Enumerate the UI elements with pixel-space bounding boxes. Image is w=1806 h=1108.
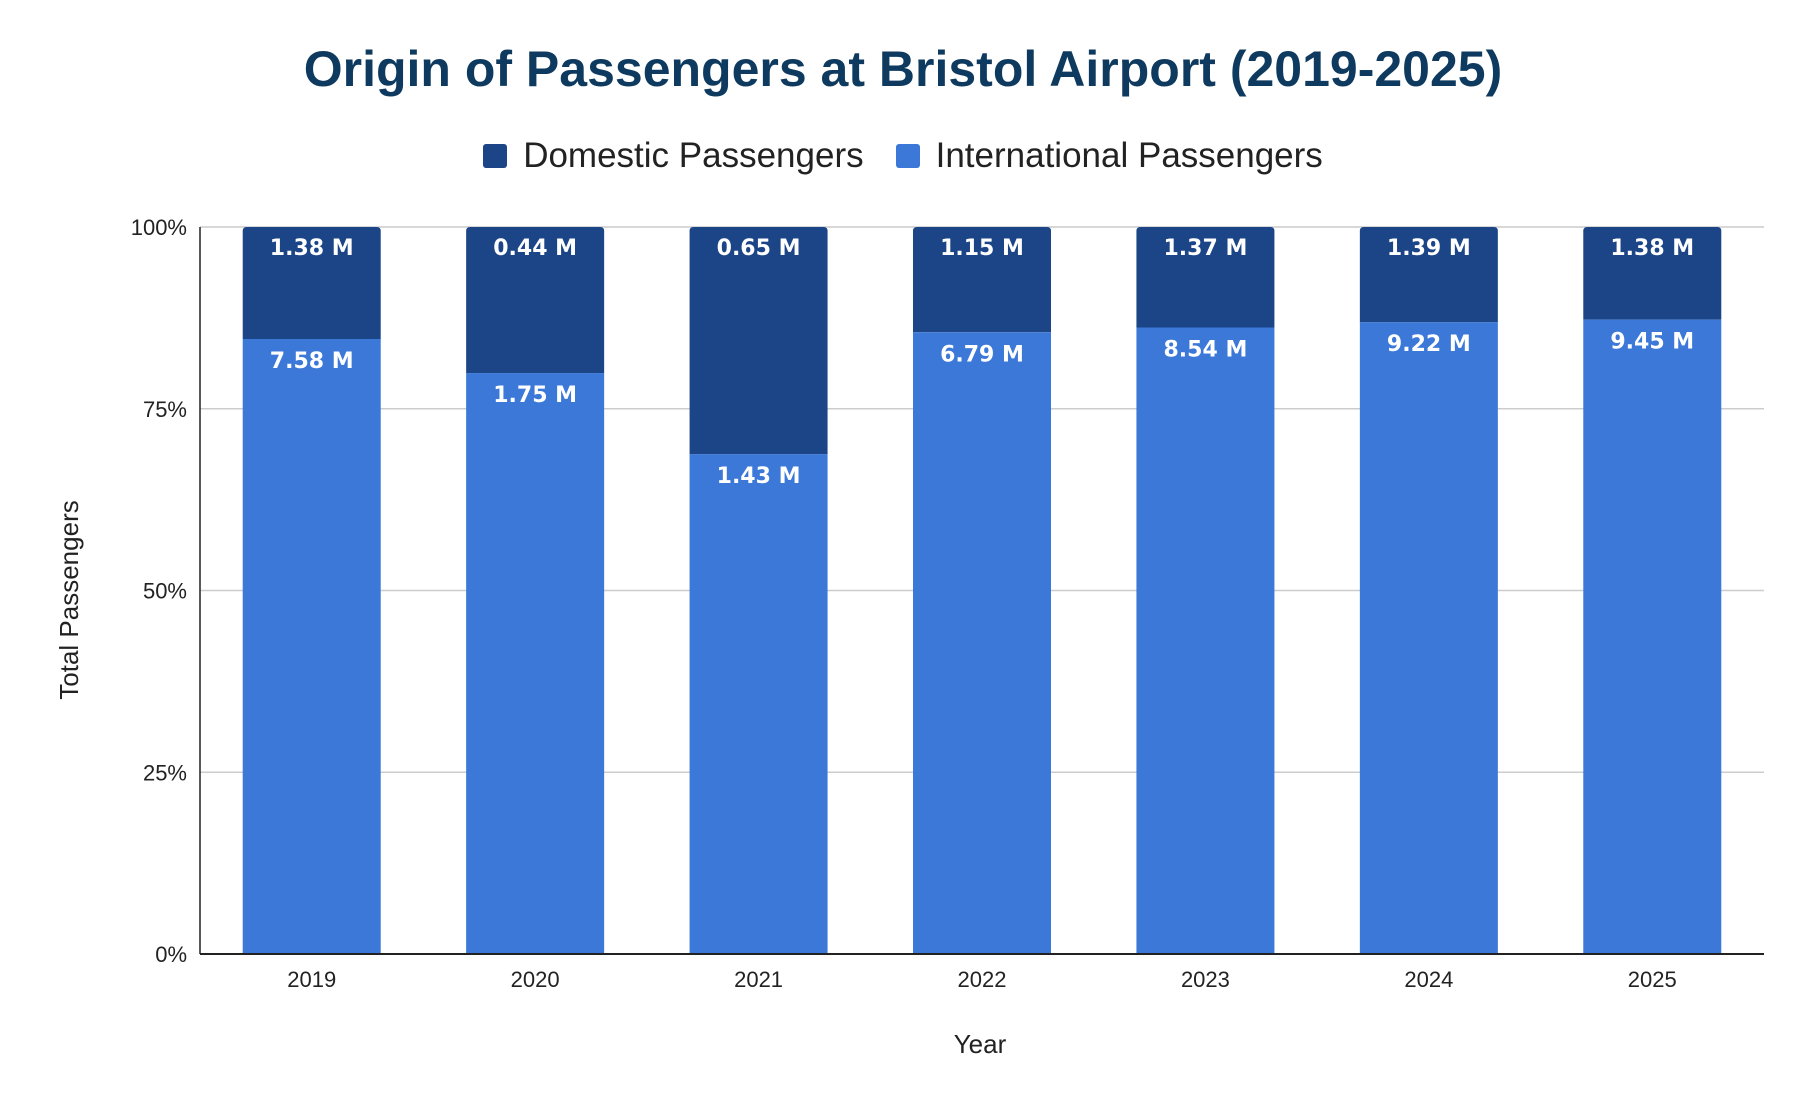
x-tick-label: 2021	[734, 967, 783, 992]
data-label-domestic: 1.37 M	[1164, 236, 1248, 261]
bar-domestic	[1583, 227, 1722, 320]
axes: 0% 25% 50% 75% 100% 2019 2020 2021 2022 2023 2024 2…	[131, 215, 1764, 992]
bar-domestic	[1136, 227, 1275, 328]
bars	[242, 227, 1722, 955]
data-label-international: 1.75 M	[493, 383, 577, 408]
x-tick-label: 2024	[1404, 967, 1453, 992]
data-label-international: 1.43 M	[717, 464, 801, 489]
data-label-domestic: 1.38 M	[1610, 236, 1694, 261]
bar-international	[466, 373, 605, 954]
x-tick-label: 2025	[1628, 967, 1677, 992]
data-label-domestic: 1.39 M	[1387, 236, 1471, 261]
x-axis-title: Year	[954, 1029, 1007, 1059]
bar-international	[689, 454, 828, 954]
legend-label-international: International Passengers	[935, 136, 1323, 175]
y-tick-label: 25%	[143, 760, 187, 785]
x-tick-label: 2023	[1181, 967, 1230, 992]
bar-international	[242, 338, 381, 955]
y-tick-label: 50%	[143, 579, 187, 604]
y-tick-label: 100%	[131, 215, 187, 240]
data-label-international: 6.79 M	[940, 342, 1024, 367]
data-label-domestic: 1.38 M	[270, 236, 354, 261]
bar-international	[1359, 322, 1498, 954]
bar-domestic	[466, 227, 605, 374]
data-label-international: 7.58 M	[270, 349, 354, 374]
legend-label-domestic: Domestic Passengers	[523, 136, 864, 175]
x-tick-label: 2022	[958, 967, 1007, 992]
legend: Domestic Passengers International Passen…	[0, 136, 1806, 176]
chart-title: Origin of Passengers at Bristol Airport …	[303, 41, 1503, 97]
data-label-domestic: 1.15 M	[940, 236, 1024, 261]
legend-swatch-domestic	[483, 144, 508, 168]
x-tick-label: 2020	[511, 967, 560, 992]
y-tick-label: 75%	[143, 397, 187, 422]
y-tick-label: 0%	[155, 942, 187, 967]
data-label-international: 9.45 M	[1610, 330, 1694, 355]
y-axis-title: Total Passengers	[54, 500, 84, 699]
bar-domestic	[1359, 227, 1498, 323]
legend-item-international[interactable]: International Passengers	[895, 136, 1323, 176]
data-label-domestic: 0.65 M	[717, 236, 801, 261]
legend-item-domestic[interactable]: Domestic Passengers	[483, 136, 864, 176]
data-label-domestic: 0.44 M	[493, 236, 577, 261]
bar-international	[1583, 319, 1722, 955]
x-tick-label: 2019	[287, 967, 336, 992]
bar-international	[913, 332, 1051, 954]
bar-international	[1136, 327, 1275, 954]
bar-domestic	[913, 227, 1051, 333]
bar-domestic	[242, 227, 381, 339]
data-labels: 1.38 M 7.58 M 0.44 M 1.75 M 0.65 M 1.43 M 1.15…	[270, 236, 1694, 489]
data-label-international: 8.54 M	[1164, 338, 1248, 363]
bar-domestic	[689, 227, 828, 455]
legend-swatch-international	[895, 144, 920, 168]
data-label-international: 9.22 M	[1387, 332, 1471, 357]
